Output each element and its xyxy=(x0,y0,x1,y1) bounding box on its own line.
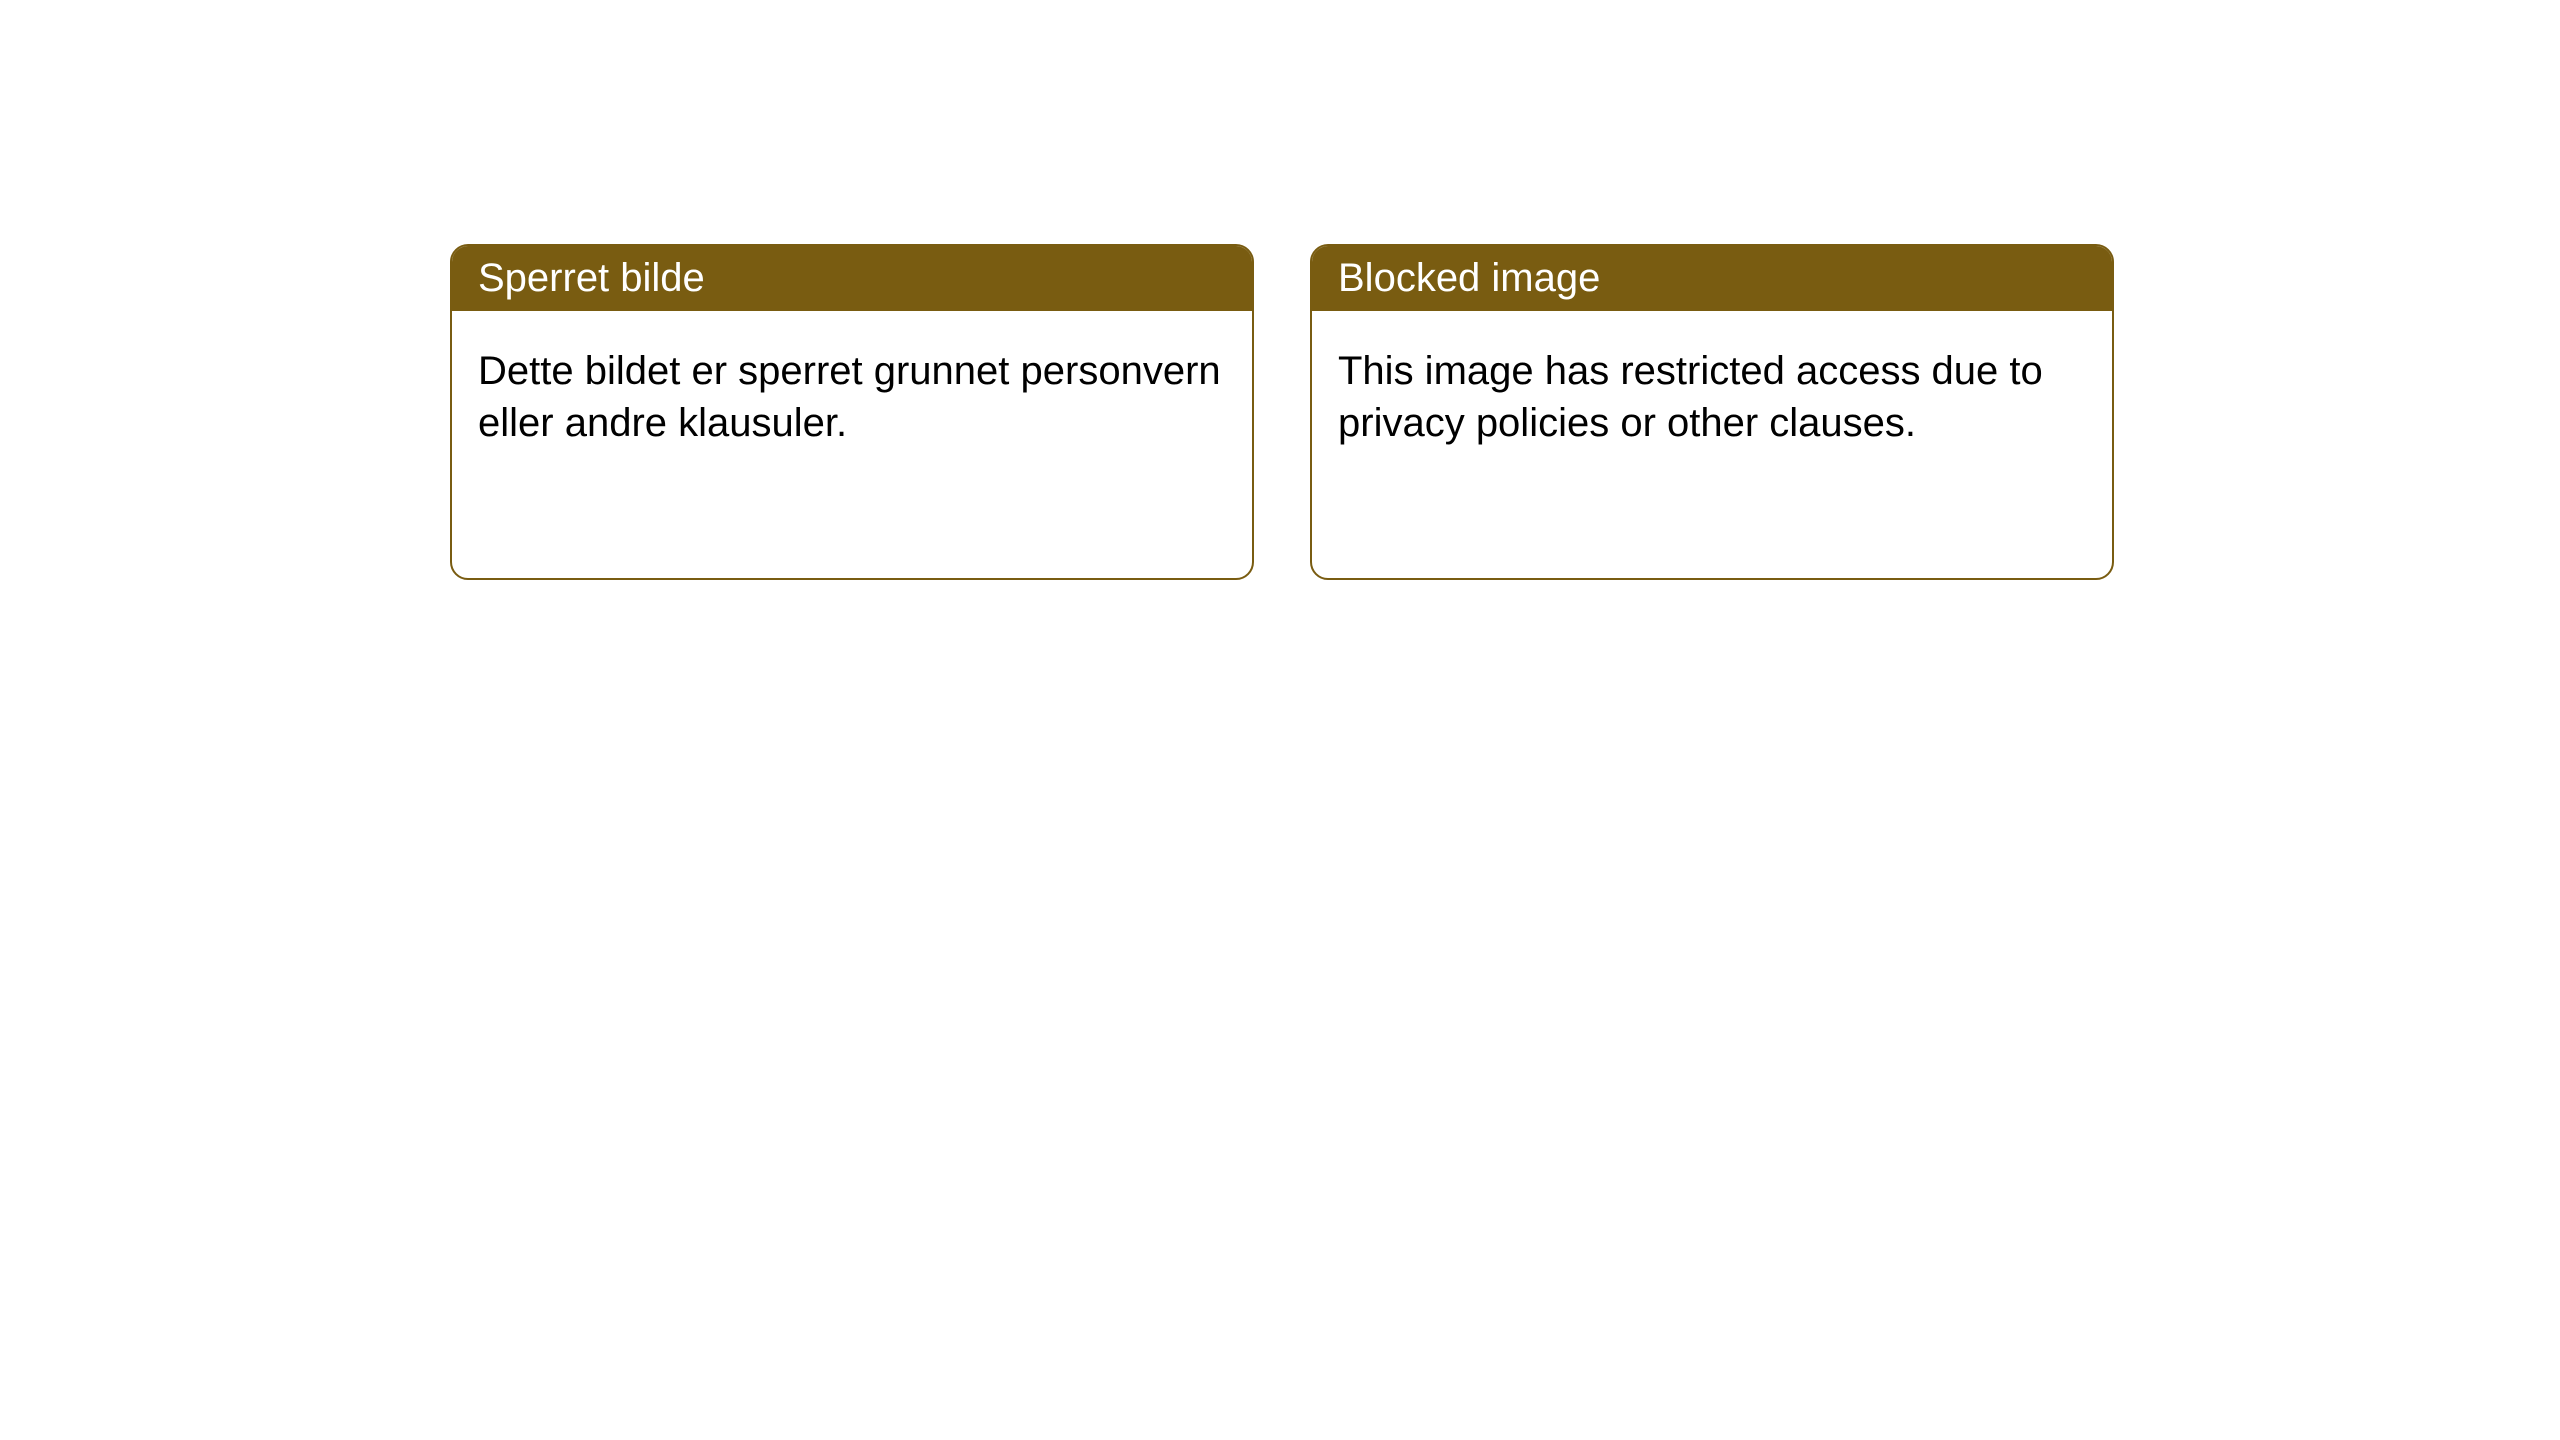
notice-card-english: Blocked image This image has restricted … xyxy=(1310,244,2114,580)
card-title: Sperret bilde xyxy=(478,256,705,300)
card-title: Blocked image xyxy=(1338,256,1600,300)
card-header: Blocked image xyxy=(1312,246,2112,311)
card-body: Dette bildet er sperret grunnet personve… xyxy=(452,311,1252,483)
card-body: This image has restricted access due to … xyxy=(1312,311,2112,483)
notice-card-norwegian: Sperret bilde Dette bildet er sperret gr… xyxy=(450,244,1254,580)
card-header: Sperret bilde xyxy=(452,246,1252,311)
notice-container: Sperret bilde Dette bildet er sperret gr… xyxy=(0,0,2560,580)
card-message: This image has restricted access due to … xyxy=(1338,349,2043,445)
card-message: Dette bildet er sperret grunnet personve… xyxy=(478,349,1221,445)
